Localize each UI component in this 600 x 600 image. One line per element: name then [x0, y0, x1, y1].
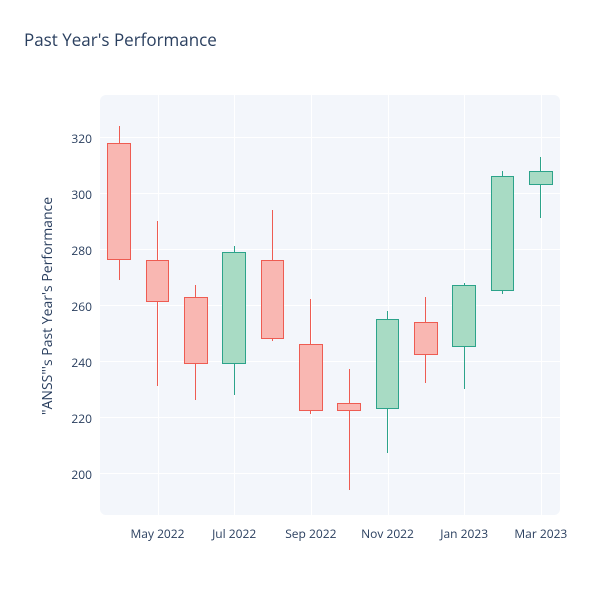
ytick-label: 320	[71, 130, 92, 147]
xtick-label: Nov 2022	[361, 525, 414, 542]
gridline-h	[100, 305, 560, 306]
candle-body	[222, 252, 246, 364]
candle-body	[184, 297, 208, 364]
xtick-label: Sep 2022	[285, 525, 336, 542]
candle-body	[491, 176, 515, 291]
gridline-h	[100, 417, 560, 418]
candle-body	[376, 319, 400, 409]
candle-body	[337, 403, 361, 411]
candle-wick	[157, 221, 158, 386]
ytick-label: 300	[71, 186, 92, 203]
ytick-label: 200	[71, 466, 92, 483]
ytick-label: 280	[71, 242, 92, 259]
candle-body	[414, 322, 438, 356]
yaxis-title: "ANSS"'s Past Year's Performance	[38, 197, 57, 415]
chart-title: Past Year's Performance	[24, 28, 217, 51]
ytick-label: 240	[71, 354, 92, 371]
xtick-label: Jan 2023	[440, 525, 488, 542]
candle-body	[452, 285, 476, 347]
candle-wick	[540, 157, 541, 219]
candle-body	[261, 260, 285, 338]
candle-body	[107, 143, 131, 261]
candle-body	[529, 171, 553, 185]
xtick-label: Jul 2022	[212, 525, 256, 542]
candle-wick	[349, 369, 350, 489]
ytick-label: 220	[71, 410, 92, 427]
plot-area	[100, 95, 560, 515]
xtick-label: Mar 2023	[514, 525, 567, 542]
xtick-label: May 2022	[130, 525, 184, 542]
candle-body	[146, 260, 170, 302]
candle-body	[299, 344, 323, 411]
gridline-h	[100, 137, 560, 138]
gridline-h	[100, 473, 560, 474]
gridline-h	[100, 361, 560, 362]
ytick-label: 260	[71, 298, 92, 315]
chart-root: Past Year's Performance "ANSS"'s Past Ye…	[0, 0, 600, 600]
